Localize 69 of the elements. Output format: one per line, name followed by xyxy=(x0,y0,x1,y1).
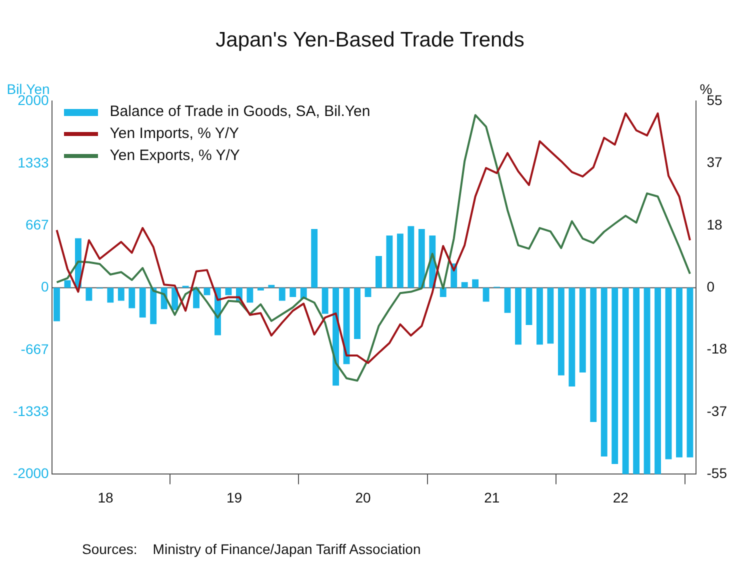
y2-tick-label: 37 xyxy=(706,154,723,170)
y-tick-label: 667 xyxy=(25,216,50,232)
bar xyxy=(622,288,629,474)
bar xyxy=(408,226,414,288)
bar xyxy=(482,288,490,302)
bar xyxy=(311,228,318,288)
bar xyxy=(686,288,694,458)
bar xyxy=(526,288,532,325)
y2-tick-label: 0 xyxy=(706,278,715,295)
bar xyxy=(322,288,328,314)
bar xyxy=(118,288,124,301)
bar xyxy=(246,288,254,303)
bar xyxy=(676,288,682,458)
y-tick-label: -1333 xyxy=(12,402,50,419)
bar xyxy=(558,288,564,376)
bar xyxy=(268,284,275,288)
y2-tick-label: 18 xyxy=(706,216,723,232)
bar xyxy=(665,288,672,460)
bar xyxy=(644,288,650,474)
bar xyxy=(354,288,360,339)
bar xyxy=(54,288,60,322)
bar xyxy=(376,256,382,288)
bar xyxy=(139,288,146,318)
x-tick-label: 20 xyxy=(355,489,372,506)
bar xyxy=(290,288,296,298)
bar xyxy=(150,288,157,324)
y-tick-label: -667 xyxy=(20,340,50,357)
bar xyxy=(600,288,608,456)
bar xyxy=(343,288,350,364)
y2-tick-label: -37 xyxy=(706,402,728,419)
y-tick-label: -2000 xyxy=(12,465,50,482)
x-tick-label: 19 xyxy=(226,489,242,506)
y2-tick-label: -18 xyxy=(706,340,728,357)
source-note: Sources: Ministry of Finance/Japan Tariff Association xyxy=(82,541,421,557)
legend-label: Yen Imports, % Y/Y xyxy=(110,124,240,144)
bar xyxy=(364,288,372,298)
bar xyxy=(128,288,136,308)
bar xyxy=(568,288,576,387)
bar xyxy=(278,288,286,301)
chart-title: Japan's Yen-Based Trade Trends xyxy=(216,28,524,52)
bar xyxy=(612,288,618,464)
x-tick-label: 21 xyxy=(484,489,500,506)
bar xyxy=(536,288,543,345)
bar xyxy=(386,235,393,288)
legend-label: Balance of Trade in Goods, SA, Bil.Yen xyxy=(110,102,370,122)
bar xyxy=(440,288,446,298)
bar xyxy=(472,279,479,288)
bar xyxy=(418,228,425,288)
bar xyxy=(579,288,586,373)
bar xyxy=(590,288,597,422)
bar xyxy=(107,288,114,303)
bar xyxy=(396,234,404,288)
bar xyxy=(461,282,468,288)
bar xyxy=(225,288,232,296)
x-tick-label: 18 xyxy=(98,489,114,506)
bar xyxy=(515,288,522,345)
bar xyxy=(257,288,264,290)
y2-tick-label: -55 xyxy=(706,465,728,482)
x-tick-label: 22 xyxy=(612,489,629,506)
bar xyxy=(654,288,661,474)
bar xyxy=(204,288,210,296)
bar xyxy=(633,288,640,474)
y-tick-label: 1333 xyxy=(18,154,50,170)
legend-label: Yen Exports, % Y/Y xyxy=(110,146,240,166)
bar xyxy=(504,288,511,313)
bar xyxy=(64,280,71,288)
bar xyxy=(86,288,92,301)
y-tick-label: 0 xyxy=(41,278,50,295)
bar xyxy=(547,288,554,344)
